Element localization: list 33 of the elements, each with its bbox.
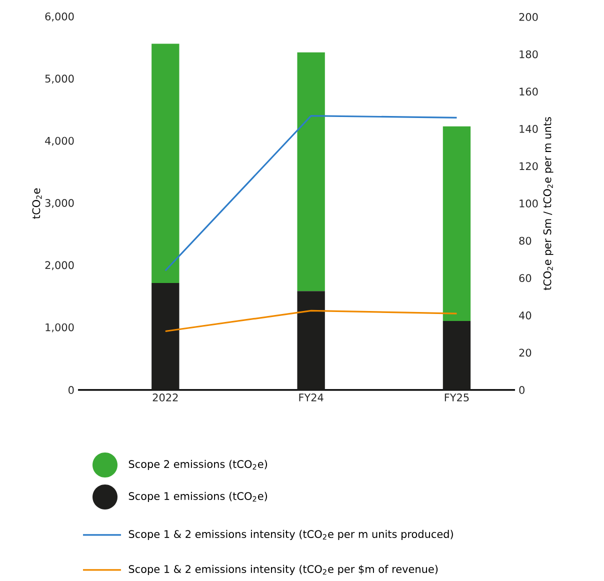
y2-tick-label: 100 (520, 200, 538, 208)
y2-tick-label: 120 (520, 162, 538, 170)
bar (152, 44, 180, 284)
y2-axis-title: tCO$_{2}$e per Sm / tCO$_{2}$e per m unts (543, 117, 554, 290)
y-tick-label: 0 (68, 386, 74, 394)
bar (442, 320, 471, 390)
bar (442, 126, 471, 321)
y-tick-label: 3,000 (45, 198, 74, 208)
y2-tick-label: 40 (519, 311, 532, 320)
bar (297, 52, 325, 292)
x-tick-label: FY24 (299, 394, 324, 402)
legend-label: Scope 1 & 2 emissions intensity (tCO$_{2}$e per m units produced) (128, 530, 453, 540)
legend-label: Scope 1 & 2 emissions intensity (tCO$_{2}$e per $m of revenue) (128, 564, 438, 576)
bar (297, 291, 325, 390)
y2-tick-label: 20 (519, 348, 532, 357)
legend-label: Scope 2 emissions (tCO$_{2}$e) (128, 460, 268, 470)
legend-label: Scope 1 emissions (tCO$_{2}$e) (128, 492, 268, 502)
bar (152, 283, 180, 390)
y2-tick-label: 140 (520, 124, 538, 133)
y2-tick-label: 0 (519, 386, 524, 394)
x-tick-label: FY25 (444, 394, 469, 402)
y-tick-label: 5,000 (45, 74, 74, 84)
y-tick-label: 1,000 (46, 323, 74, 332)
y2-tick-label: 160 (520, 88, 538, 96)
y-tick-label: 6,000 (45, 12, 74, 22)
y-axis-title: tCO$_{2}$e (32, 188, 42, 219)
y-tick-label: 2,000 (45, 261, 74, 270)
y-tick-label: 4,000 (45, 136, 74, 146)
y2-tick-label: 60 (519, 274, 532, 282)
y2-tick-label: 180 (520, 50, 538, 58)
y2-tick-label: 80 (519, 236, 532, 245)
x-tick-label: 2022 (152, 394, 178, 402)
y2-tick-label: 200 (519, 13, 538, 21)
